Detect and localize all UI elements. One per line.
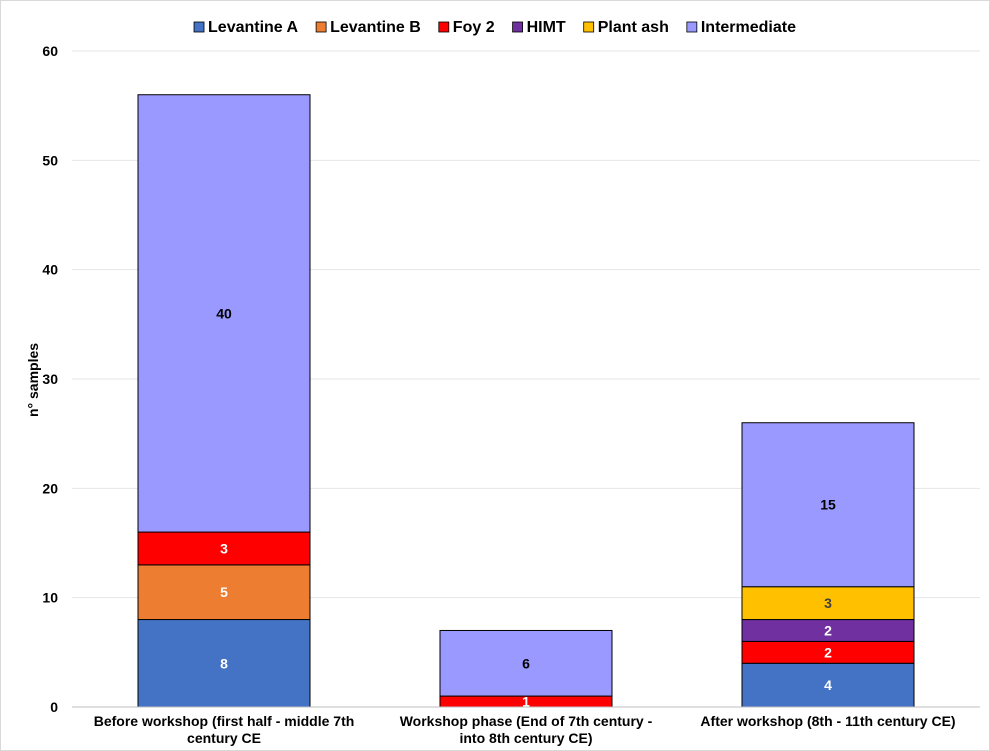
legend-swatch: [512, 21, 523, 33]
axes: 0 10 20 30 40 50 60 Before workshop (first half…: [42, 43, 980, 746]
legend-label: Intermediate: [701, 19, 796, 36]
data-label: 15: [820, 497, 836, 513]
legend-label: Levantine A: [208, 19, 299, 36]
legend-label: HIMT: [527, 19, 566, 36]
y-tick-label: 40: [42, 262, 58, 278]
data-label: 40: [216, 305, 232, 321]
y-tick-label: 50: [42, 152, 58, 168]
data-labels: 8 5 3 40 1 6 4 2 2 3 15: [216, 305, 836, 709]
legend-item: Levantine A: [193, 19, 299, 36]
bar-segment: [439, 629, 613, 697]
bar-segment: [741, 422, 915, 588]
legend-label: Plant ash: [598, 19, 669, 36]
y-tick-label: 60: [42, 43, 58, 59]
legend-item: Intermediate: [686, 19, 796, 36]
data-label: 8: [220, 655, 228, 671]
legend-swatch: [583, 21, 595, 33]
data-label: 3: [824, 595, 832, 611]
x-category-label: Before workshop (first half - middle 7th…: [94, 713, 355, 746]
data-label: 6: [522, 655, 530, 671]
legend-swatch: [438, 21, 450, 33]
data-label: 2: [824, 622, 832, 638]
legend: Levantine A Levantine B Foy 2 HIMT Plant ash…: [193, 19, 796, 36]
legend-item: Foy 2: [438, 19, 495, 36]
data-label: 1: [522, 694, 530, 710]
legend-swatch: [686, 21, 698, 33]
bar-segment: [137, 564, 311, 621]
bars: [137, 94, 915, 708]
y-tick-label: 20: [42, 480, 58, 496]
y-axis-title: n° samples: [25, 343, 41, 417]
bar-segment: [741, 586, 915, 621]
legend-item: HIMT: [512, 19, 566, 36]
y-tick-label: 10: [42, 590, 58, 606]
data-label: 5: [220, 584, 228, 600]
legend-label: Levantine B: [330, 19, 421, 36]
legend-swatch: [315, 21, 327, 33]
bar-segment: [137, 619, 311, 708]
x-category-label: Workshop phase (End of 7th century -into…: [400, 713, 653, 746]
legend-item: Plant ash: [583, 19, 669, 36]
y-tick-label: 0: [50, 699, 58, 715]
data-label: 3: [220, 540, 228, 556]
data-label: 4: [824, 677, 832, 693]
legend-label: Foy 2: [453, 19, 495, 36]
legend-swatch: [193, 21, 205, 33]
x-category-label: After workshop (8th - 11th century CE): [700, 713, 955, 729]
legend-item: Levantine B: [315, 19, 421, 36]
data-label: 2: [824, 644, 832, 660]
bar-segment: [137, 94, 311, 533]
y-tick-label: 30: [42, 371, 58, 387]
